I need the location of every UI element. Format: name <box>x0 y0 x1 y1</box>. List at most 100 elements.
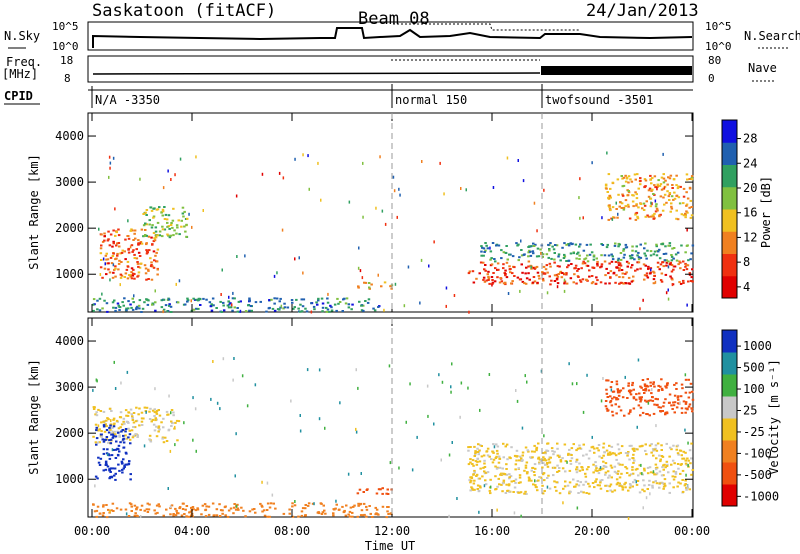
echo-cell <box>110 262 114 265</box>
echo-cell <box>357 286 360 289</box>
echo-cell <box>591 281 595 284</box>
echo-cell <box>658 482 661 485</box>
echo-cell <box>219 300 222 303</box>
echo-cell <box>158 414 162 417</box>
echo-cell <box>556 454 560 457</box>
echo-cell <box>671 283 674 287</box>
echo-cell <box>621 194 625 197</box>
echo-cell <box>516 399 519 403</box>
echo-cell <box>611 414 615 417</box>
echo-cell <box>160 306 164 309</box>
echo-cell <box>148 418 152 420</box>
echo-cell <box>114 433 117 436</box>
echo-cell <box>550 447 554 450</box>
echo-cell <box>443 192 445 196</box>
echo-cell <box>92 388 94 392</box>
echo-cell <box>569 459 572 462</box>
echo-cell <box>673 265 677 268</box>
echo-cell <box>557 273 560 275</box>
echo-cell <box>675 382 678 385</box>
echo-cell <box>504 445 507 448</box>
echo-cell <box>548 248 551 250</box>
echo-cell <box>649 471 653 474</box>
echo-cell <box>629 484 632 487</box>
echo-cell <box>183 225 186 228</box>
echo-cell <box>226 515 230 518</box>
echo-cell <box>310 310 313 314</box>
echo-cell <box>555 481 558 484</box>
echo-cell <box>531 281 535 284</box>
echo-cell <box>121 471 124 474</box>
echo-cell <box>248 309 251 312</box>
echo-cell <box>546 485 549 489</box>
echo-cell <box>324 426 326 430</box>
echo-cell <box>334 507 337 510</box>
echo-cell <box>667 297 670 301</box>
echo-cell <box>670 463 673 466</box>
echo-cell <box>579 177 581 181</box>
echo-cell <box>162 310 164 314</box>
echo-cell <box>381 487 384 490</box>
echo-cell <box>514 481 517 484</box>
echo-cell <box>451 362 453 366</box>
echo-cell <box>467 272 471 275</box>
echo-cell <box>687 463 689 467</box>
echo-cell <box>685 473 687 477</box>
echo-cell <box>302 271 304 275</box>
echo-cell <box>492 186 495 189</box>
echo-cell <box>691 268 694 271</box>
echo-cell <box>643 274 647 277</box>
echo-cell <box>677 481 680 484</box>
echo-cell <box>627 191 631 194</box>
echo-cell <box>219 509 223 512</box>
echo-cell <box>674 472 678 475</box>
echo-cell <box>656 209 659 212</box>
echo-cell <box>98 227 100 231</box>
echo-cell <box>658 470 662 473</box>
echo-cell <box>676 485 679 488</box>
echo-cell <box>307 502 311 505</box>
echo-cell <box>318 417 321 421</box>
echo-cell <box>127 515 131 517</box>
echo-cell <box>475 463 479 466</box>
echo-cell <box>539 248 542 251</box>
echo-cell <box>616 481 620 484</box>
echo-cell <box>642 479 645 482</box>
echo-cell <box>691 280 694 283</box>
echo-cell <box>281 228 284 232</box>
echo-cell <box>542 279 545 282</box>
echo-cell <box>688 488 691 491</box>
echo-cell <box>121 249 124 252</box>
echo-cell <box>519 481 522 484</box>
echo-cell <box>556 447 559 450</box>
echo-cell <box>154 234 158 237</box>
echo-cell <box>319 502 323 505</box>
echo-cell <box>674 253 678 256</box>
echo-cell <box>640 396 643 399</box>
echo-cell <box>621 486 624 489</box>
echo-cell <box>506 258 509 261</box>
echo-cell <box>536 229 538 233</box>
echo-cell <box>137 242 140 245</box>
echo-cell <box>190 514 193 517</box>
echo-cell <box>590 282 594 285</box>
echo-cell <box>561 272 564 274</box>
echo-cell <box>150 226 154 229</box>
echo-cell <box>586 373 588 377</box>
echo-cell <box>570 447 574 450</box>
echo-cell <box>601 467 605 470</box>
echo-cell <box>679 267 682 270</box>
echo-cell <box>523 469 526 472</box>
echo-cell <box>487 270 490 273</box>
echo-cell <box>643 490 646 493</box>
nsky-tick-bottom: 10^0 <box>52 40 79 53</box>
echo-cell <box>111 276 115 279</box>
echo-cell <box>637 404 641 407</box>
echo-cell <box>98 428 101 431</box>
echo-cell <box>657 250 660 253</box>
echo-cell <box>279 297 282 300</box>
echo-cell <box>618 205 621 208</box>
echo-cell <box>649 272 652 275</box>
echo-cell <box>649 384 652 387</box>
echo-cell <box>685 203 689 206</box>
